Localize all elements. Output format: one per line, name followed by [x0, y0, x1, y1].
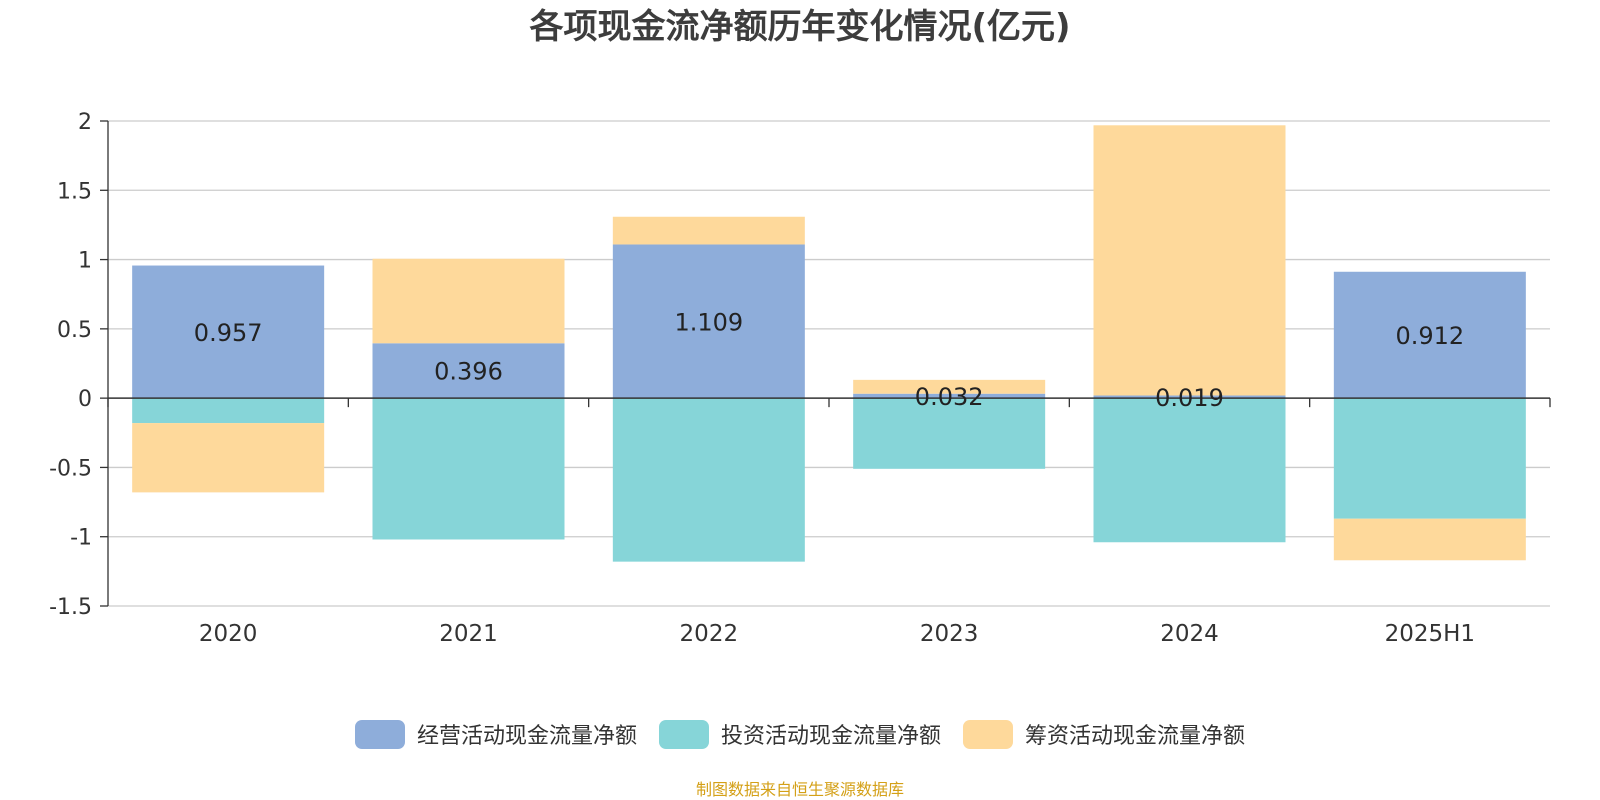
grid-layer	[108, 120, 1550, 607]
legend-label: 经营活动现金流量净额	[416, 724, 637, 749]
legend-swatch	[963, 719, 1013, 749]
bar-2022-series-1[interactable]	[612, 398, 805, 562]
y-tick-label: 0	[78, 387, 92, 412]
bar-2020-series-1[interactable]	[132, 398, 325, 424]
bar-2020-series-0[interactable]	[132, 265, 325, 399]
bar-2022-series-0[interactable]	[612, 244, 805, 399]
y-tick-label: -0.5	[49, 456, 92, 481]
y-tick-label: 1	[78, 249, 92, 274]
bar-2022-series-2[interactable]	[612, 216, 805, 245]
x-tick-label: 2024	[1160, 621, 1219, 647]
bar-2021-series-1[interactable]	[372, 398, 565, 540]
bar-2021-series-0[interactable]	[372, 343, 565, 399]
legend-item-2[interactable]: 筹资活动现金流量净额	[963, 718, 1245, 750]
y-tick-label: 2	[78, 110, 92, 135]
bar-2025H1-series-2[interactable]	[1333, 518, 1526, 561]
bar-2020-series-2[interactable]	[132, 423, 325, 493]
y-tick-label: 0.5	[57, 318, 92, 343]
legend-swatch	[354, 719, 405, 749]
legend-label: 筹资活动现金流量净额	[1025, 724, 1246, 749]
bar-2023-series-0[interactable]	[853, 393, 1046, 399]
bar-2021-series-2[interactable]	[372, 258, 565, 344]
y-tick-label: 1.5	[57, 179, 92, 204]
legend-label: 投资活动现金流量净额	[720, 724, 941, 749]
data-label-2022: 1.109	[674, 308, 743, 336]
data-label-2020: 0.957	[194, 319, 263, 347]
data-label-2021: 0.396	[434, 358, 503, 386]
bar-2024-series-1[interactable]	[1093, 398, 1286, 543]
data-label-layer: 0.957 0.396 1.109 0.032 0.019 0.912	[194, 308, 1464, 412]
legend-swatch	[658, 719, 709, 749]
x-tick-label: 2025H1	[1385, 621, 1475, 647]
x-tick-label: 2020	[199, 621, 258, 647]
bar-2025H1-series-0[interactable]	[1333, 271, 1526, 399]
x-tick-label: 2023	[920, 621, 979, 647]
chart-title: 各项现金流净额历年变化情况(亿元)	[529, 7, 1071, 47]
x-tick-label: 2022	[680, 621, 739, 647]
legend-item-0[interactable]: 经营活动现金流量净额	[354, 718, 637, 750]
y-tick-label: -1	[70, 526, 92, 551]
bar-2023-series-2[interactable]	[853, 379, 1046, 394]
legend-item-1[interactable]: 投资活动现金流量净额	[658, 718, 941, 750]
x-tick-label: 2021	[439, 621, 498, 647]
data-label-2023: 0.032	[915, 383, 984, 411]
y-tick-label: -1.5	[49, 595, 92, 620]
data-label-2024: 0.019	[1155, 384, 1224, 412]
source-note: 制图数据来自恒生聚源数据库	[695, 780, 904, 799]
axis-layer: 2 1.5 1 0.5 0 -0.5 -1 -1.5 2020 2021 2022 2023 2024 2…	[49, 110, 1551, 647]
data-label-2025H1: 0.912	[1395, 322, 1464, 350]
legend: 经营活动现金流量净额 投资活动现金流量净额 筹资活动现金流量净额	[0, 718, 1600, 750]
bar-2023-series-1[interactable]	[853, 398, 1046, 469]
bar-2025H1-series-1[interactable]	[1333, 398, 1526, 519]
bar-layer	[132, 125, 1526, 562]
bar-2024-series-2[interactable]	[1093, 125, 1286, 396]
bar-2024-series-0[interactable]	[1093, 395, 1286, 399]
